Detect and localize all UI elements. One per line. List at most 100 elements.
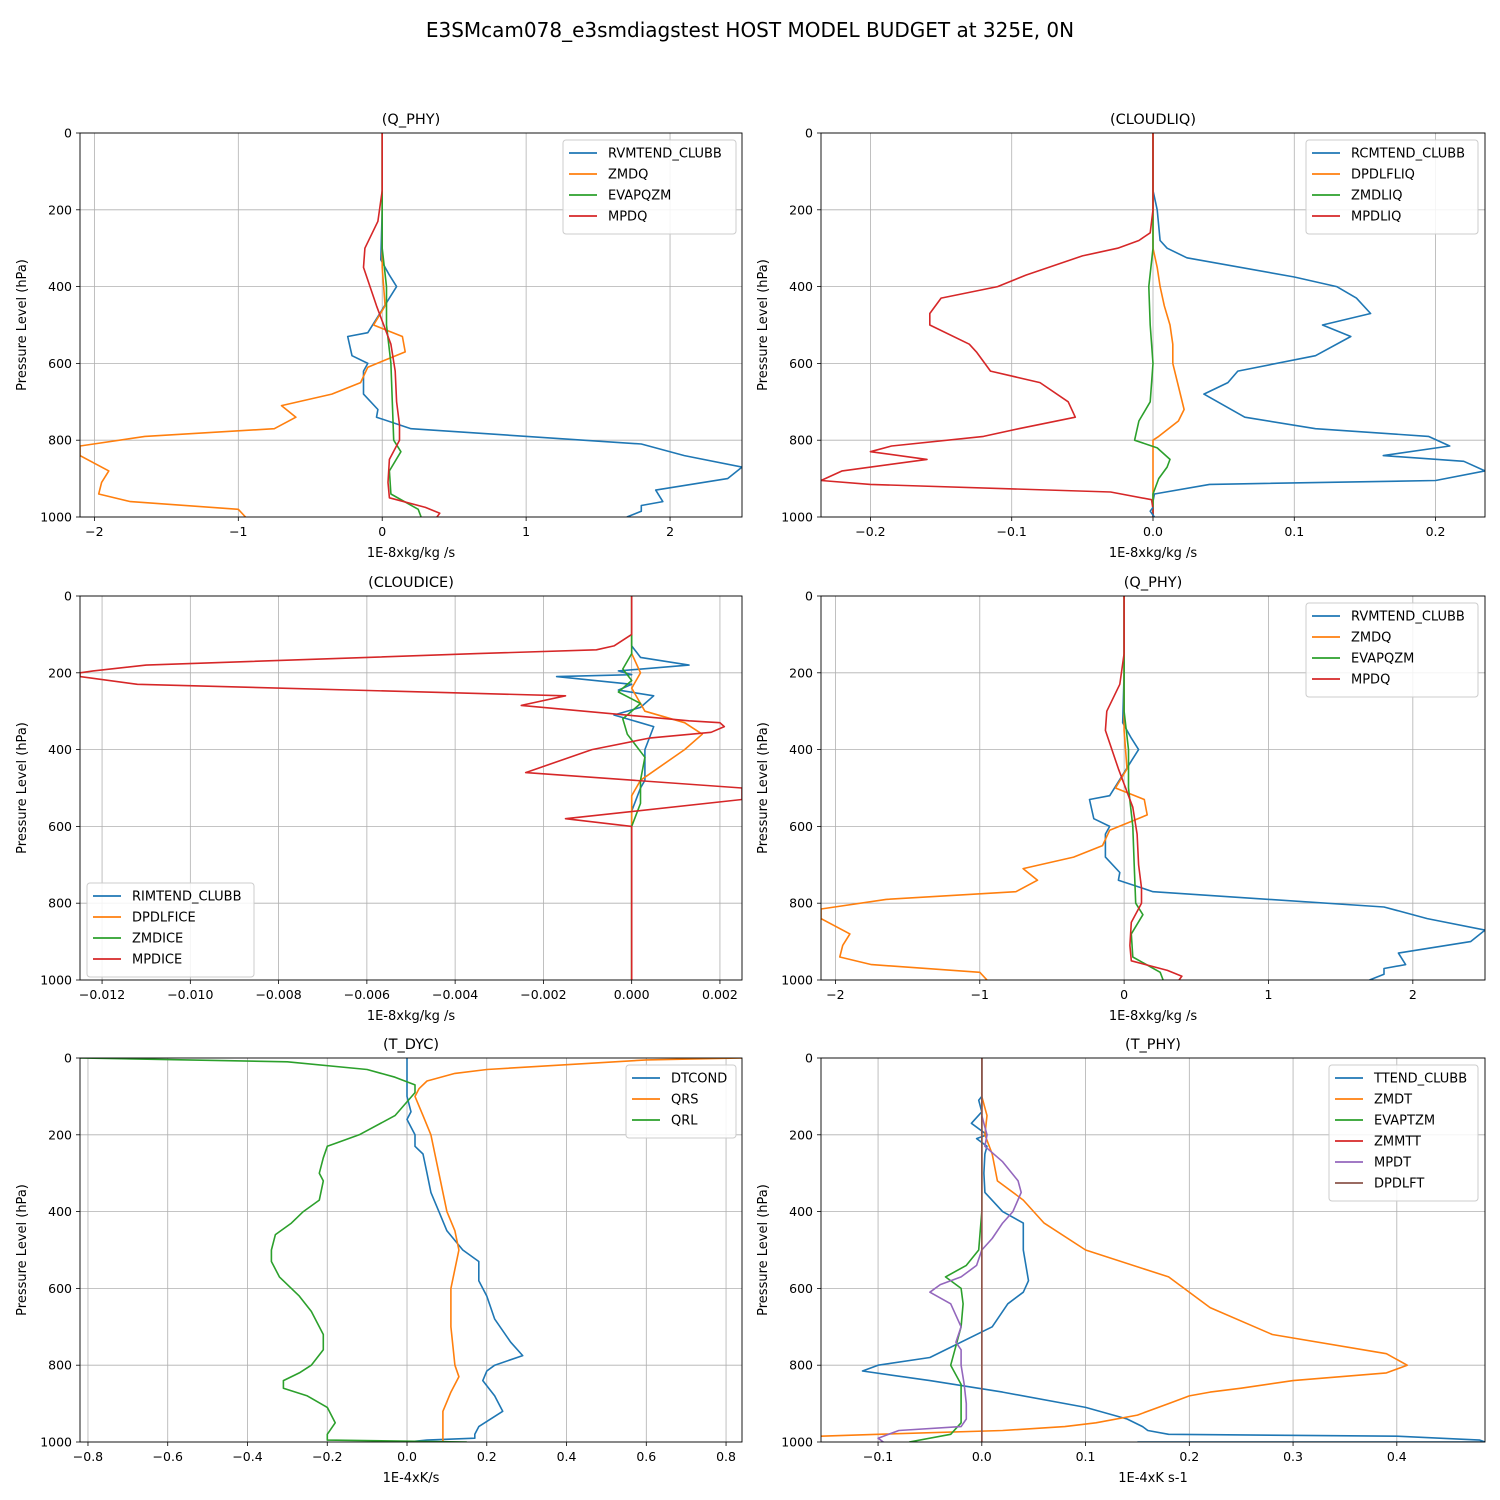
figure-title: E3SMcam078_e3smdiagstest HOST MODEL BUDG… [426,18,1074,42]
series-group [821,596,1485,980]
x-tick-label: −1 [229,524,247,539]
series-line-mpdq [1104,596,1183,980]
y-tick-label: 400 [48,279,72,294]
chart-panel-5: −0.8 −0.6 −0.4 −0.2 0.0 0.2 0.4 0.6 0.8 0 200 400 60… [15,1037,743,1486]
y-axis-label: Pressure Level (hPa) [15,259,30,391]
series-line-dpdlfliq [1152,133,1185,517]
x-tick-label: −0.1 [863,1449,893,1464]
x-axis-label: 1E-4xK/s [383,1471,440,1486]
y-tick-label: 200 [789,202,813,217]
legend-entry-label: MPDLIQ [1351,210,1401,225]
legend-entry-label: MPDT [1374,1156,1411,1171]
x-tick-label: 0.8 [716,1449,736,1464]
legend-entry-label: MPDQ [608,210,647,225]
y-tick-label: 600 [789,356,813,371]
x-tick-label: −0.1 [997,524,1027,539]
x-tick-label: −1 [971,987,989,1002]
y-tick-label: 400 [789,1204,813,1219]
chart-panel-2: −0.2 −0.1 0.0 0.1 0.2 0 200 400 600 800 1000 (CLOUD… [756,112,1486,561]
y-tick-label: 1000 [40,973,72,988]
x-tick-label: 0.002 [702,987,738,1002]
series-line-extra [1149,506,1156,517]
chart-panel-4: −2 −1 0 1 2 0 200 400 600 800 1000 (Q_PHY) 1E-8xkg/k… [756,575,1486,1024]
series-line-mpdice [80,596,742,980]
x-tick-label: 0.0 [397,1449,417,1464]
legend-entry-label: ZMDICE [132,932,183,947]
y-axis-label: Pressure Level (hPa) [756,722,771,854]
y-tick-label: 200 [789,1127,813,1142]
y-tick-label: 800 [789,1358,813,1373]
series-line-zmdice [617,596,646,980]
legend-box [562,139,737,235]
legend-entry-label: ZMDT [1374,1093,1412,1108]
series-line-dtcond [406,1058,524,1442]
y-tick-label: 0 [805,589,813,604]
series-line-evaptzm [909,1058,983,1442]
x-tick-label: 2 [666,524,674,539]
legend-entry-label: RIMTEND_CLUBB [132,890,242,905]
x-tick-label: −0.008 [255,987,301,1002]
axes-frame [820,1057,1486,1443]
y-tick-label: 600 [789,819,813,834]
y-tick-label: 800 [48,433,72,448]
series-line-qrs [414,1058,742,1442]
axes-frame [79,1057,743,1443]
axes-frame [79,595,743,981]
y-tick-label: 800 [789,433,813,448]
series-group [80,1058,742,1442]
series-line-qrl [80,1058,467,1442]
panel-title: (T_PHY) [1125,1037,1181,1053]
legend-entry-label: ZMDLIQ [1351,189,1402,204]
legend-entry-label: DPDLFT [1374,1177,1424,1192]
x-tick-label: 1 [1265,987,1273,1002]
x-tick-label: 0.2 [1179,1449,1199,1464]
series-group [80,596,742,980]
y-tick-label: 1000 [781,510,813,525]
x-tick-label: 0.2 [477,1449,497,1464]
y-tick-label: 0 [64,126,72,141]
chart-panel-6: −0.1 0.0 0.1 0.2 0.3 0.4 0 200 400 600 800 1000 (T_P… [756,1037,1486,1486]
legend-entry-label: DPDLFICE [132,911,196,926]
y-tick-label: 200 [48,202,72,217]
y-tick-label: 600 [48,1281,72,1296]
series-group [80,133,742,517]
legend-entry-label: RVMTEND_CLUBB [608,147,722,162]
y-tick-label: 200 [789,665,813,680]
y-tick-label: 1000 [781,1435,813,1450]
y-tick-label: 200 [48,1127,72,1142]
panel-title: (T_DYC) [383,1037,439,1053]
series-line-mpdq [362,133,441,517]
x-tick-label: 0.1 [1076,1449,1096,1464]
series-line-zmdq [821,596,1148,980]
series-line-dpdlfice [630,596,704,980]
x-axis-label: 1E-4xK s-1 [1118,1471,1188,1486]
x-tick-label: 2 [1409,987,1417,1002]
x-tick-label: 0.4 [1387,1449,1407,1464]
legend-entry-label: MPDQ [1351,673,1390,688]
x-tick-label: −2 [85,524,103,539]
x-tick-label: 0.0 [1143,524,1163,539]
x-axis-label: 1E-8xkg/kg /s [1109,1009,1198,1024]
legend-entry-label: DTCOND [671,1072,727,1087]
y-tick-label: 400 [48,1204,72,1219]
y-tick-label: 400 [48,742,72,757]
series-line-evapqzm [381,133,422,517]
x-tick-label: −0.006 [344,987,390,1002]
axes-frame [820,595,1486,981]
y-tick-label: 800 [789,896,813,911]
x-tick-label: 0 [1120,987,1128,1002]
y-tick-label: 400 [789,742,813,757]
y-tick-label: 1000 [40,510,72,525]
y-tick-label: 0 [64,1051,72,1066]
y-axis-label: Pressure Level (hPa) [756,1184,771,1316]
panel-title: (CLOUDLIQ) [1110,112,1196,128]
legend-box [1328,1064,1479,1202]
x-tick-label: −0.8 [73,1449,103,1464]
series-line-mpdliq [821,133,1154,517]
y-axis-label: Pressure Level (hPa) [756,259,771,391]
x-tick-label: −0.4 [232,1449,262,1464]
y-tick-label: 0 [64,589,72,604]
legend-entry-label: TTEND_CLUBB [1373,1072,1467,1087]
y-tick-label: 1000 [40,1435,72,1450]
